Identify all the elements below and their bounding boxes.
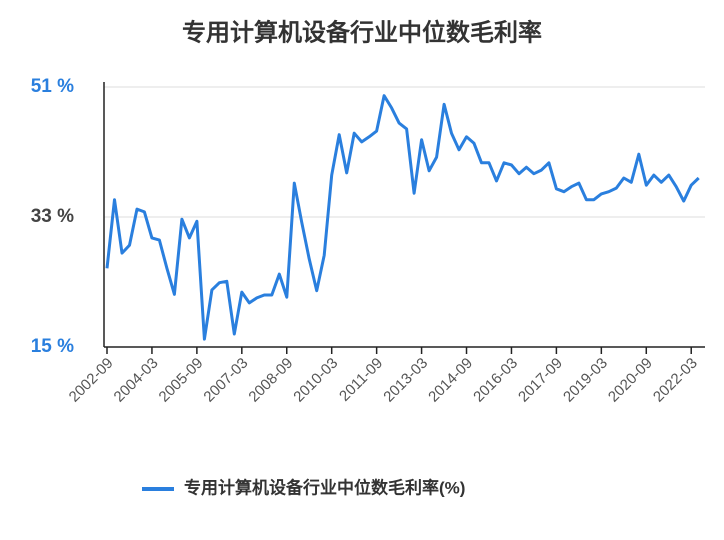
x-tick-label: 2005-09 bbox=[156, 355, 207, 406]
y-tick-label: 51 % bbox=[31, 76, 74, 97]
y-tick-label: 33 % bbox=[31, 206, 74, 227]
legend-label: 专用计算机设备行业中位数毛利率(%) bbox=[184, 477, 465, 497]
x-tick-label: 2007-03 bbox=[200, 355, 251, 406]
x-tick-label: 2017-09 bbox=[515, 355, 566, 406]
x-tick-label: 2010-03 bbox=[290, 355, 341, 406]
y-tick-label: 15 % bbox=[31, 336, 74, 357]
chart-title: 专用计算机设备行业中位数毛利率 bbox=[182, 18, 542, 46]
x-tick-label: 2019-03 bbox=[560, 355, 611, 406]
x-tick-label: 2020-09 bbox=[605, 355, 656, 406]
x-tick-label: 2022-03 bbox=[650, 355, 701, 406]
x-tick-label: 2013-03 bbox=[380, 355, 431, 406]
data-line bbox=[105, 94, 700, 341]
x-tick-label: 2016-03 bbox=[470, 355, 521, 406]
x-tick-label: 2002-09 bbox=[66, 355, 117, 406]
x-tick-label: 2011-09 bbox=[336, 355, 386, 405]
x-tick-label: 2008-09 bbox=[245, 355, 296, 406]
x-tick-label: 2004-03 bbox=[111, 355, 162, 406]
x-tick-label: 2014-09 bbox=[425, 355, 476, 406]
